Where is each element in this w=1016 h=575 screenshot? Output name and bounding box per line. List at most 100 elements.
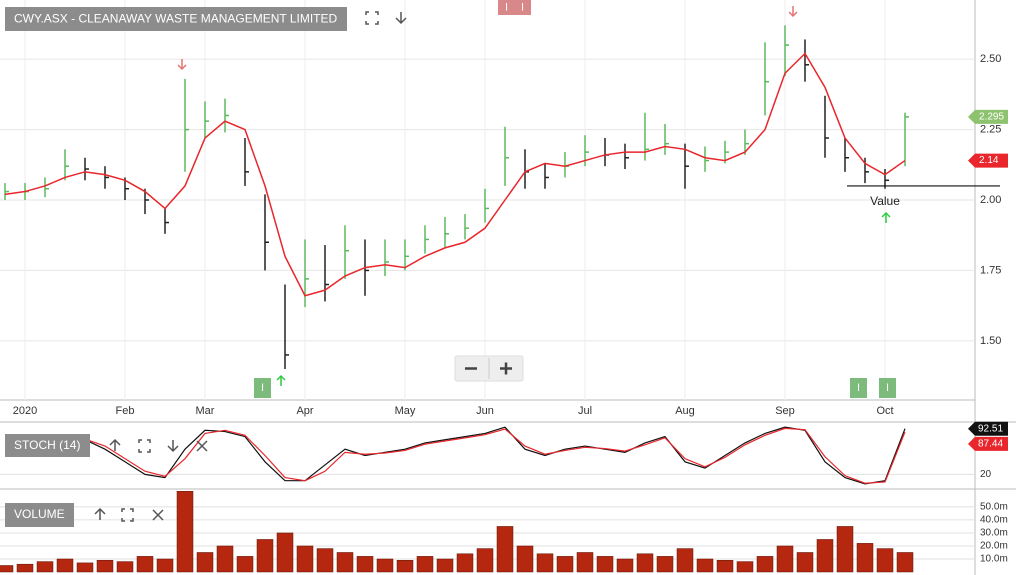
buy-arrow: [276, 374, 286, 386]
volume-bar: [456, 553, 474, 573]
volume-title-box: [5, 503, 74, 527]
stoch-value-box: [968, 421, 1008, 436]
volume-bar: [676, 548, 694, 573]
volume-bar: [176, 491, 194, 573]
volume-bar: [316, 548, 334, 573]
volume-bar: [816, 539, 834, 573]
signal-label: I: [886, 382, 889, 394]
ma-label: 2.14: [979, 155, 999, 166]
volume-bar: [376, 558, 394, 573]
x-tick-label: Oct: [876, 405, 893, 417]
volume-bar: [356, 556, 374, 573]
volume-bar: [96, 560, 114, 573]
volume-bar: [596, 556, 614, 573]
volume-bar: [0, 565, 14, 573]
header-icons[interactable]: [365, 11, 407, 25]
volume-bar: [136, 556, 154, 573]
stoch-value-label: 92.51: [978, 423, 1003, 434]
volume-bar: [216, 545, 234, 573]
volume-title: VOLUME: [14, 507, 65, 521]
volume-bar: [396, 560, 414, 573]
signal-label: I: [521, 1, 524, 13]
zoom-in[interactable]: [500, 362, 512, 375]
volume-bar: [756, 556, 774, 573]
x-tick-label: Apr: [296, 405, 313, 417]
volume-bar: [476, 548, 494, 573]
volume-bar: [236, 556, 254, 573]
x-tick-label: May: [395, 405, 416, 417]
y-tick-label: 2.00: [980, 194, 1001, 206]
y-tick-label: 1.75: [980, 264, 1001, 276]
volume-bar: [496, 526, 514, 573]
sell-arrow: [788, 6, 798, 18]
volume-bar: [336, 552, 354, 573]
x-tick-label: Feb: [116, 405, 135, 417]
volume-bar: [256, 539, 274, 573]
signal-label: I: [261, 382, 264, 394]
volume-bar: [296, 545, 314, 573]
volume-bar: [536, 553, 554, 573]
signal-box: [879, 378, 896, 398]
volume-bar: [776, 545, 794, 573]
volume-bar: [156, 558, 174, 573]
volume-bar: [736, 561, 754, 573]
title-box: [5, 7, 347, 31]
y-tick-label: 20: [980, 469, 992, 480]
volume-bar: [616, 558, 634, 573]
volume-bar: [36, 561, 54, 573]
volume-bar: [436, 558, 454, 573]
y-tick-label: 2.25: [980, 123, 1001, 135]
y-tick-label: 10.0m: [980, 554, 1008, 565]
x-tick-label: Jul: [578, 405, 592, 417]
volume-bar: [876, 548, 894, 573]
last-price-label-box: [968, 109, 1008, 124]
stoch-icons[interactable]: [109, 438, 208, 453]
volume-bar: [576, 552, 594, 573]
ma-label-box: [968, 153, 1008, 168]
signal-box: [514, 0, 531, 15]
signal-label: I: [505, 1, 508, 13]
volume-bar: [636, 553, 654, 573]
volume-bar: [116, 561, 134, 573]
volume-bar: [56, 558, 74, 573]
y-tick-label: 50.0m: [980, 502, 1008, 513]
volume-bar: [856, 543, 874, 573]
stoch-line: [4, 427, 906, 484]
y-tick-label: 40.0m: [980, 515, 1008, 526]
volume-bar: [516, 545, 534, 573]
x-tick-label: Sep: [775, 405, 795, 417]
volume-icons[interactable]: [94, 507, 164, 522]
x-tick-label: Aug: [675, 405, 695, 417]
signal-label: I: [857, 382, 860, 394]
x-tick-label: 2020: [13, 405, 37, 417]
x-tick-label: Mar: [196, 405, 215, 417]
y-tick-label: 2.50: [980, 53, 1001, 65]
volume-bar: [276, 532, 294, 573]
chart-title: CWY.ASX - CLEANAWAY WASTE MANAGEMENT LIM…: [14, 12, 337, 26]
volume-bar: [76, 562, 94, 573]
volume-bar: [196, 552, 214, 573]
y-tick-label: 30.0m: [980, 528, 1008, 539]
y-tick-label: 20.0m: [980, 541, 1008, 552]
stoch-value-label: 87.44: [978, 439, 1003, 450]
volume-bar: [416, 556, 434, 573]
volume-bar: [656, 556, 674, 573]
sell-arrow: [177, 59, 187, 71]
volume-bar: [896, 552, 914, 573]
volume-bar: [836, 526, 854, 573]
stoch-title: STOCH (14): [14, 438, 80, 452]
signal-box: [850, 378, 867, 398]
volume-bar: [716, 560, 734, 573]
stoch-title-box: [5, 434, 90, 457]
buy-arrow: [881, 211, 891, 223]
last-price-label: 2.295: [979, 112, 1004, 123]
volume-bar: [696, 558, 714, 573]
x-tick-label: Jun: [476, 405, 494, 417]
signal-box: [498, 0, 515, 15]
volume-bar: [16, 563, 34, 573]
y-tick-label: 1.50: [980, 335, 1001, 347]
signal-box: [254, 378, 271, 398]
